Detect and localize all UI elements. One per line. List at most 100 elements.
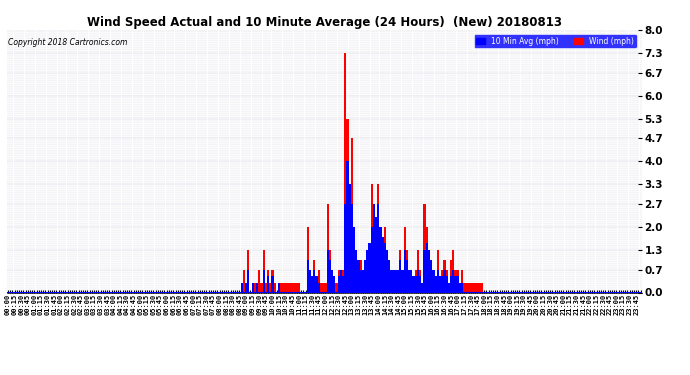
Bar [450, 276, 452, 292]
Bar [260, 283, 263, 292]
Bar [446, 276, 448, 292]
Bar [298, 283, 300, 292]
Bar [313, 260, 315, 292]
Bar [256, 283, 258, 292]
Bar [267, 270, 269, 292]
Bar [413, 283, 415, 292]
Bar [430, 260, 433, 292]
Bar [326, 204, 328, 292]
Bar [448, 283, 450, 292]
Bar [355, 270, 357, 292]
Bar [331, 270, 333, 292]
Bar [382, 237, 384, 292]
Bar [353, 227, 355, 292]
Bar [269, 283, 271, 292]
Bar [364, 260, 366, 292]
Bar [406, 250, 408, 292]
Bar [428, 250, 430, 292]
Bar [306, 227, 309, 292]
Bar [413, 276, 415, 292]
Bar [328, 260, 331, 292]
Bar [377, 184, 380, 292]
Bar [371, 184, 373, 292]
Bar [241, 283, 243, 292]
Bar [311, 276, 313, 292]
Bar [408, 270, 411, 292]
Bar [422, 283, 424, 292]
Bar [342, 276, 344, 292]
Bar [368, 243, 371, 292]
Bar [468, 283, 470, 292]
Bar [388, 260, 391, 292]
Bar [322, 283, 324, 292]
Bar [324, 283, 326, 292]
Bar [415, 270, 417, 292]
Bar [380, 227, 382, 292]
Bar [362, 270, 364, 292]
Bar [265, 283, 267, 292]
Bar [364, 270, 366, 292]
Bar [357, 270, 359, 292]
Bar [443, 270, 446, 292]
Bar [441, 270, 443, 292]
Bar [397, 270, 400, 292]
Bar [344, 204, 346, 292]
Bar [317, 283, 320, 292]
Bar [461, 283, 463, 292]
Title: Wind Speed Actual and 10 Minute Average (24 Hours)  (New) 20180813: Wind Speed Actual and 10 Minute Average … [87, 16, 562, 29]
Bar [452, 270, 454, 292]
Bar [315, 283, 317, 292]
Bar [391, 270, 393, 292]
Bar [448, 283, 450, 292]
Bar [362, 270, 364, 292]
Bar [366, 250, 368, 292]
Bar [461, 270, 463, 292]
Bar [479, 283, 481, 292]
Bar [463, 283, 465, 292]
Bar [395, 270, 397, 292]
Bar [439, 283, 441, 292]
Bar [295, 283, 298, 292]
Bar [439, 276, 441, 292]
Bar [373, 204, 375, 292]
Bar [317, 270, 320, 292]
Bar [258, 270, 260, 292]
Bar [366, 260, 368, 292]
Bar [400, 260, 402, 292]
Bar [384, 227, 386, 292]
Bar [457, 270, 459, 292]
Bar [368, 270, 371, 292]
Bar [415, 276, 417, 292]
Bar [346, 161, 348, 292]
Bar [433, 270, 435, 292]
Bar [446, 270, 448, 292]
Bar [400, 250, 402, 292]
Bar [313, 270, 315, 292]
Bar [278, 283, 280, 292]
Bar [406, 260, 408, 292]
Bar [411, 270, 413, 292]
Bar [278, 283, 280, 292]
Bar [348, 184, 351, 292]
Bar [435, 276, 437, 292]
Bar [419, 276, 422, 292]
Bar [287, 283, 289, 292]
Bar [393, 270, 395, 292]
Bar [245, 283, 247, 292]
Bar [337, 276, 339, 292]
Bar [293, 283, 295, 292]
Bar [254, 283, 256, 292]
Bar [454, 270, 457, 292]
Bar [417, 270, 419, 292]
Bar [384, 243, 386, 292]
Bar [391, 270, 393, 292]
Bar [417, 250, 419, 292]
Bar [441, 276, 443, 292]
Bar [291, 283, 293, 292]
Bar [435, 283, 437, 292]
Bar [339, 270, 342, 292]
Bar [459, 283, 461, 292]
Bar [386, 250, 388, 292]
Bar [351, 204, 353, 292]
Bar [433, 270, 435, 292]
